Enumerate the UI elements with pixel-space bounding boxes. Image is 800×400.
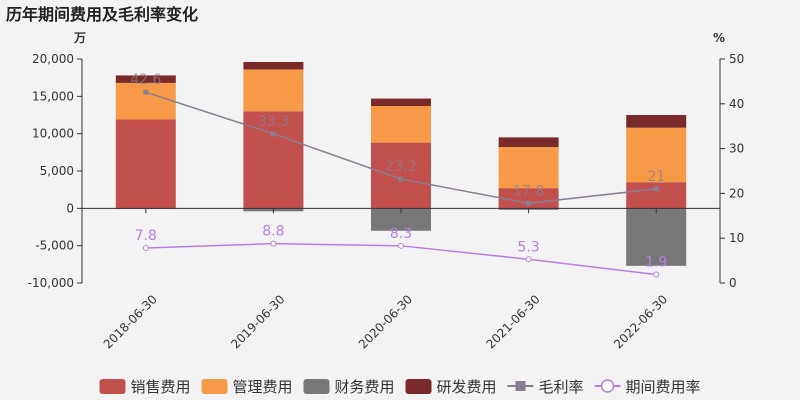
line-data-label: 42.6 [130,72,161,88]
bar-segment [115,75,176,83]
right-axis-unit: % [713,31,725,45]
bar-segment [626,182,687,209]
legend-swatch [99,379,126,394]
line-data-label: 7.8 [135,228,157,244]
bar-segment [115,119,176,209]
legend-item[interactable]: 销售费用 [99,378,191,396]
right-tick-label: 20 [729,186,744,200]
left-tick-label: 20,000 [32,52,74,66]
legend-marker [515,381,526,391]
line-series-group: 42.6 33.3 23.2 17.8 21 7.8 8.8 8.3 5.3 1.9 [130,72,667,278]
x-tick-label: 2018-06-30 [101,292,160,351]
x-tick-label: 2020-06-30 [356,292,415,351]
legend-swatch [201,379,228,394]
bar-segment [626,115,687,128]
legend-item[interactable]: 期间费用率 [594,378,701,396]
bar-segment [243,61,304,70]
bar-segment [371,142,431,209]
left-tick-label: -10,000 [28,276,74,290]
line-data-label: 23.2 [385,159,416,175]
bar-segment [498,188,559,209]
left-axis-unit: 万 [73,31,86,45]
legend-label: 财务费用 [335,378,395,396]
right-tick-label: 30 [729,142,744,156]
legend-label: 期间费用率 [626,378,701,396]
legend[interactable]: 销售费用 管理费用 财务费用 研发费用 毛利率 期间费用率 [99,378,701,396]
legend-label: 研发费用 [437,378,497,396]
left-tick-label: 0 [66,201,74,215]
bar-segment [371,98,431,107]
line-point-marker [525,256,532,263]
line-point-marker [398,242,404,249]
x-tick-label: 2019-06-30 [228,292,287,351]
line-data-label: 5.3 [517,239,539,255]
line-point-marker [653,186,659,192]
line-data-label: 21 [647,169,665,185]
line-data-label: 8.3 [390,226,412,242]
right-tick-label: 0 [729,276,737,290]
x-tick-label: 2022-06-30 [611,292,670,351]
line-point-marker [398,176,404,182]
line-data-label: 17.8 [513,183,544,199]
legend-item[interactable]: 毛利率 [507,378,584,396]
bar-segment [371,106,431,143]
bar-segment [498,137,559,148]
right-tick-label: 10 [729,231,744,245]
left-tick-label: -5,000 [35,239,74,253]
x-tick-label: 2021-06-30 [484,292,543,351]
line-point-marker [270,240,277,247]
line-point-marker [142,245,149,252]
legend-marker [600,379,615,393]
bar-segment [498,147,559,189]
line-data-label: 33.3 [258,114,289,130]
bar-segment [371,208,431,231]
legend-label: 销售费用 [131,378,191,396]
bar-segment [243,69,304,112]
right-tick-label: 40 [729,97,744,111]
line-point-marker [526,200,532,206]
right-tick-label: 50 [729,52,744,66]
legend-item[interactable]: 研发费用 [405,378,497,396]
line-point-marker [270,131,276,137]
line-data-label: 8.8 [262,224,284,240]
line-point-marker [653,271,660,278]
bar-segment [626,208,687,266]
bar-segment [626,127,687,183]
legend-label: 管理费用 [233,378,293,396]
legend-label: 毛利率 [539,378,584,396]
left-tick-label: 10,000 [32,127,74,141]
left-tick-label: 5,000 [40,164,74,178]
bar-segment [115,82,176,120]
legend-item[interactable]: 管理费用 [201,378,293,396]
left-tick-label: 15,000 [32,89,74,103]
chart-title: 历年期间费用及毛利率变化 [6,5,198,24]
legend-item[interactable]: 财务费用 [303,378,395,396]
legend-swatch [405,379,432,394]
legend-swatch [303,379,330,394]
bar-series-group [115,61,687,266]
line-point-marker [143,89,149,95]
line-data-label: 1.9 [645,254,667,270]
